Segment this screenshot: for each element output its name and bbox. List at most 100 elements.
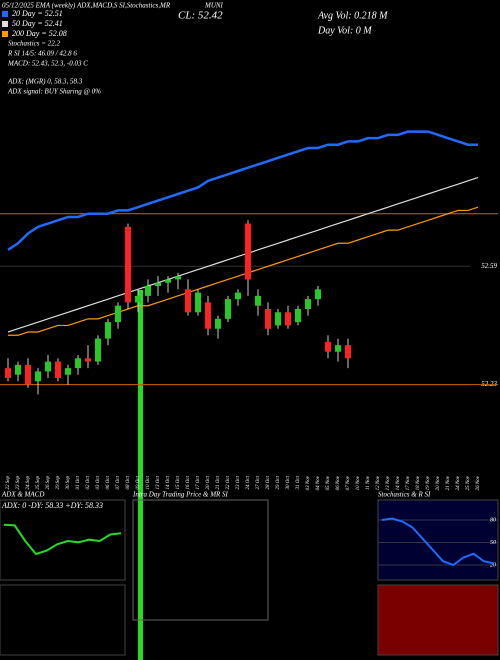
x-tick-label: 10 Oct — [146, 475, 151, 489]
annotation: Stochastics = 22.2 — [8, 40, 60, 48]
panel-frame — [377, 499, 499, 581]
panel-title: Stochastics & R SI — [378, 491, 431, 499]
candle-body — [225, 299, 231, 319]
panel-frame — [0, 499, 126, 581]
ma-line — [7, 177, 479, 333]
x-tick-label: 30 Oct — [286, 475, 291, 489]
candle-body — [265, 309, 271, 329]
indicator-line — [3, 523, 122, 556]
ma-line — [8, 206, 479, 336]
indicator-line — [381, 517, 495, 567]
x-tick-label: 26 Nov — [476, 475, 481, 490]
x-tick-label: 08 Oct — [126, 475, 131, 489]
x-tick-label: 06 Oct — [106, 475, 111, 489]
x-tick-label: 13 Nov — [386, 475, 391, 490]
x-tick-label: 29 Sep — [56, 476, 61, 490]
day-vol: Day Vol: 0 M — [317, 25, 372, 36]
y-tick-label: 80 — [490, 517, 496, 523]
x-tick-label: 25 Sep — [36, 476, 41, 490]
x-tick-label: 29 Oct — [276, 475, 281, 489]
x-tick-label: 14 Oct — [166, 475, 171, 489]
x-tick-label: 12 Nov — [376, 475, 381, 490]
candle-body — [205, 302, 211, 329]
x-tick-label: 24 Oct — [246, 475, 251, 489]
x-tick-label: 07 Oct — [116, 475, 121, 489]
x-tick-label: 23 Oct — [236, 475, 241, 489]
candle-body — [25, 364, 31, 385]
y-tick-label: 20 — [490, 562, 496, 568]
x-tick-label: 02 Oct — [86, 475, 91, 489]
x-tick-label: 13 Oct — [156, 475, 161, 489]
candle-body — [305, 299, 311, 309]
candle-body — [185, 289, 191, 313]
panel-frame — [0, 584, 126, 656]
x-tick-label: 16 Oct — [186, 475, 191, 489]
x-tick-label: 22 Oct — [226, 475, 231, 489]
candle-body — [235, 292, 241, 300]
candle-body — [245, 223, 251, 280]
y-tick-label: 50 — [490, 540, 496, 546]
annotation: ADX: (MGR) 0, 58.3, 58.3 — [7, 78, 83, 86]
panel-title: ADX & MACD — [1, 491, 44, 499]
candle-body — [325, 341, 331, 352]
x-tick-label: 25 Nov — [466, 475, 471, 490]
x-tick-label: 28 Oct — [266, 475, 271, 489]
candle-body — [165, 279, 171, 283]
candle-body — [65, 368, 71, 375]
annotation: MACD: 52.43, 52.3, -0.03 C — [7, 60, 88, 68]
x-tick-label: 26 Sep — [46, 476, 51, 490]
candle-body — [5, 368, 11, 378]
volume-spike — [138, 290, 143, 660]
ma-line — [7, 130, 478, 251]
x-tick-label: 03 Oct — [96, 475, 101, 489]
candle-body — [275, 312, 281, 326]
x-tick-label: 01 Oct — [76, 475, 81, 489]
candle-body — [115, 305, 121, 323]
x-tick-label: 15 Oct — [176, 475, 181, 489]
x-tick-label: 17 Nov — [406, 475, 411, 490]
legend-swatch — [2, 21, 8, 27]
x-tick-label: 04 Nov — [316, 475, 321, 490]
avg-vol: Avg Vol: 0.218 M — [317, 10, 388, 21]
x-tick-label: 20 Oct — [206, 475, 211, 489]
x-tick-label: 24 Sep — [26, 476, 31, 490]
x-tick-label: 10 Nov — [356, 475, 361, 490]
x-tick-label: 05 Nov — [326, 475, 331, 490]
x-tick-label: 09 Oct — [136, 475, 141, 489]
x-tick-label: 27 Oct — [256, 475, 261, 489]
candle-body — [125, 226, 131, 303]
close-label: CL: 52.42 — [178, 10, 223, 22]
symbol: MUNI — [204, 2, 224, 10]
candle-body — [15, 364, 21, 375]
panel-frame — [132, 499, 269, 621]
candle-body — [215, 318, 221, 329]
candle-body — [295, 309, 301, 323]
x-tick-label: 22 Sep — [6, 476, 11, 490]
x-tick-label: 24 Nov — [456, 475, 461, 490]
x-tick-label: 23 Sep — [16, 476, 21, 490]
candle-body — [85, 358, 91, 362]
legend-swatch — [2, 31, 8, 37]
annotation: ADX signal: BUY Sharing @ 0% — [7, 88, 101, 96]
x-tick-label: 31 Oct — [296, 475, 301, 489]
x-tick-label: 17 Oct — [196, 475, 201, 489]
panel-subtitle: ADX: 0 -DY: 58.33 +DY: 58.33 — [1, 501, 103, 510]
candle-body — [45, 361, 51, 372]
candle-body — [335, 345, 341, 352]
candle-body — [105, 322, 111, 339]
header: 05/12/2025 EMA (weekly) ADX,MACD,S SI,St… — [2, 2, 171, 10]
y-tick-label: 52.59 — [481, 262, 497, 270]
candle-body — [75, 358, 81, 369]
x-tick-label: 30 Sep — [66, 476, 71, 490]
candle-body — [35, 371, 41, 382]
candle-body — [315, 289, 321, 300]
x-tick-label: 18 Nov — [416, 475, 421, 490]
candle-body — [195, 292, 201, 313]
candle-body — [285, 312, 291, 326]
x-tick-label: 11 Nov — [366, 475, 371, 490]
candle-body — [55, 361, 61, 378]
candle-body — [95, 338, 101, 362]
x-tick-label: 19 Nov — [426, 475, 431, 490]
